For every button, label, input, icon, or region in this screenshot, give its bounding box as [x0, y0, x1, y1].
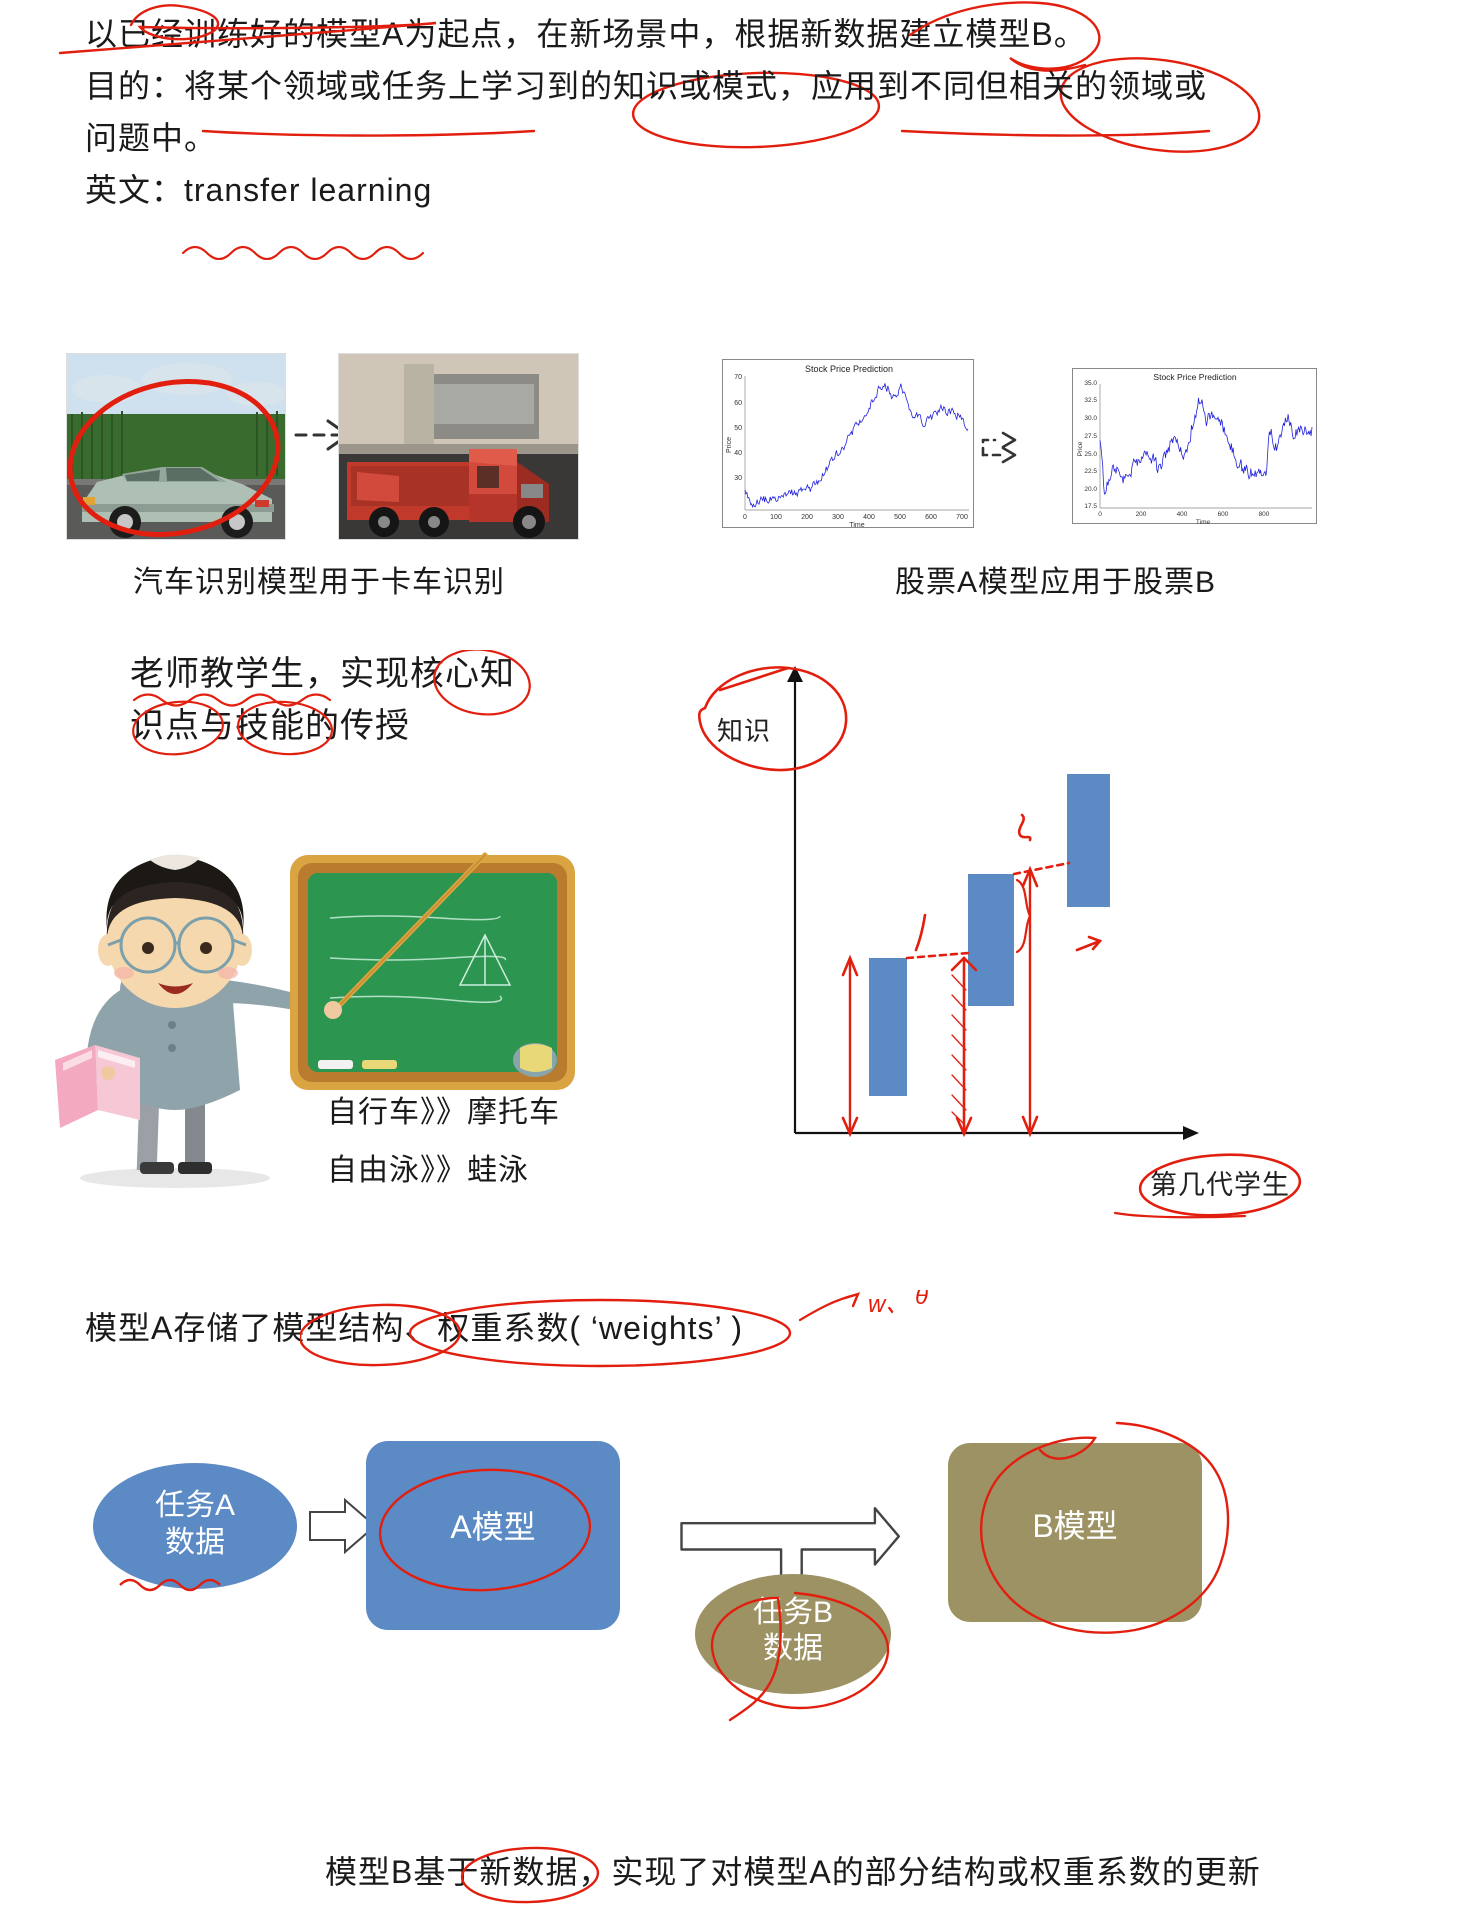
svg-text:100: 100: [770, 514, 782, 521]
svg-text:Stock Price Prediction: Stock Price Prediction: [1153, 372, 1236, 382]
svg-text:30.0: 30.0: [1084, 415, 1097, 422]
svg-text:40: 40: [734, 450, 742, 457]
svg-text:A模型: A模型: [450, 1509, 535, 1545]
svg-text:400: 400: [1177, 511, 1188, 518]
svg-text:Time: Time: [1196, 519, 1211, 525]
svg-text:800: 800: [1259, 511, 1270, 518]
svg-text:任务B: 任务B: [753, 1596, 833, 1629]
svg-text:20.0: 20.0: [1084, 486, 1097, 493]
svg-text:32.5: 32.5: [1084, 397, 1097, 404]
svg-text:Stock Price Prediction: Stock Price Prediction: [805, 364, 893, 374]
svg-text:w、: w、: [868, 1291, 909, 1318]
svg-text:60: 60: [734, 400, 742, 407]
svg-text:400: 400: [863, 514, 875, 521]
svg-text:500: 500: [894, 514, 906, 521]
svg-text:70: 70: [734, 374, 742, 381]
svg-text:25.0: 25.0: [1084, 451, 1097, 458]
svg-text:θ: θ: [915, 1290, 928, 1310]
svg-text:22.5: 22.5: [1084, 468, 1097, 475]
svg-text:Price: Price: [1077, 441, 1084, 456]
svg-text:27.5: 27.5: [1084, 433, 1097, 440]
svg-text:600: 600: [1218, 511, 1229, 518]
svg-text:Price: Price: [726, 437, 733, 453]
svg-text:B模型: B模型: [1032, 1508, 1117, 1544]
svg-text:数据: 数据: [763, 1632, 823, 1665]
svg-text:35.0: 35.0: [1084, 380, 1097, 387]
svg-text:0: 0: [743, 514, 747, 521]
svg-text:数据: 数据: [165, 1526, 225, 1559]
svg-text:0: 0: [1098, 511, 1102, 518]
svg-text:任务A: 任务A: [155, 1489, 235, 1522]
svg-text:17.5: 17.5: [1084, 503, 1097, 510]
svg-text:Time: Time: [849, 522, 864, 529]
svg-text:200: 200: [801, 514, 813, 521]
svg-text:600: 600: [925, 514, 937, 521]
svg-text:200: 200: [1136, 511, 1147, 518]
svg-text:30: 30: [734, 475, 742, 482]
svg-text:50: 50: [734, 425, 742, 432]
svg-text:700: 700: [956, 514, 968, 521]
svg-text:300: 300: [832, 514, 844, 521]
